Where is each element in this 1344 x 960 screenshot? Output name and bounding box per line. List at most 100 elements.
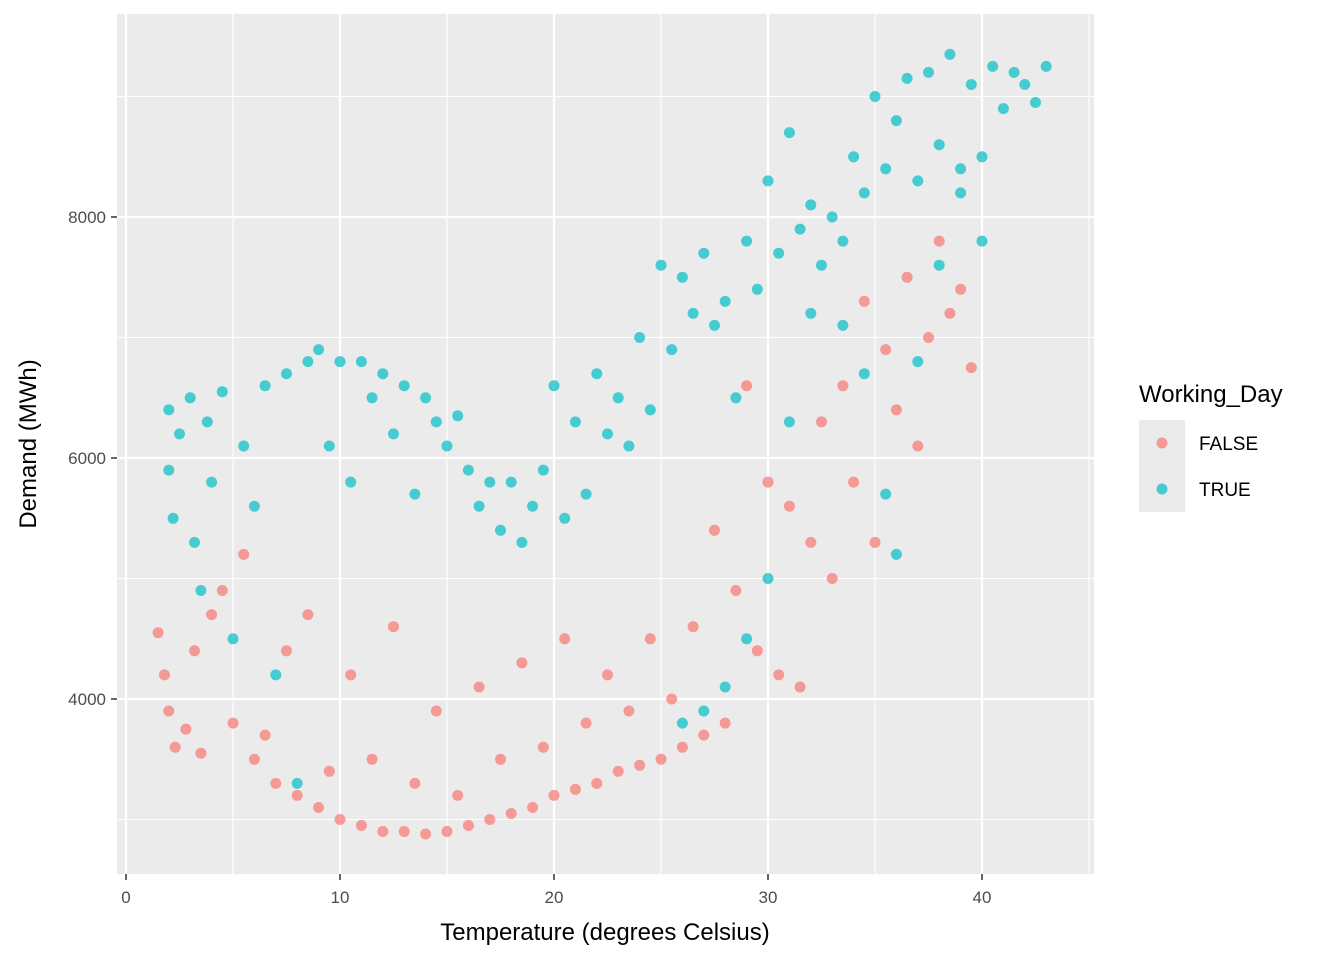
data-point-true bbox=[858, 368, 870, 380]
data-point-false bbox=[676, 741, 688, 753]
x-tick-label: 0 bbox=[121, 888, 130, 907]
data-point-false bbox=[388, 621, 399, 633]
data-point-false bbox=[719, 717, 731, 729]
legend-label-false: FALSE bbox=[1199, 434, 1258, 455]
data-point-true bbox=[527, 500, 539, 512]
data-point-false bbox=[612, 765, 624, 777]
data-point-true bbox=[163, 464, 175, 476]
data-point-true bbox=[858, 187, 870, 199]
data-point-true bbox=[505, 476, 517, 488]
data-point-true bbox=[559, 512, 571, 524]
data-point-true bbox=[816, 259, 827, 271]
data-point-false bbox=[623, 705, 635, 717]
data-point-true bbox=[441, 440, 453, 452]
data-point-false bbox=[569, 783, 581, 795]
data-point-false bbox=[259, 729, 271, 741]
data-point-false bbox=[912, 440, 924, 452]
data-point-true bbox=[167, 512, 179, 524]
plot-panel bbox=[117, 14, 1094, 874]
data-point-false bbox=[159, 669, 170, 681]
data-point-true bbox=[366, 392, 378, 404]
data-point-false bbox=[890, 404, 902, 416]
data-point-true bbox=[548, 380, 560, 392]
data-point-true bbox=[719, 295, 731, 307]
data-point-false bbox=[516, 657, 528, 669]
data-point-true bbox=[473, 500, 485, 512]
data-point-true bbox=[976, 151, 988, 163]
data-point-false bbox=[730, 585, 742, 596]
x-tick-label: 30 bbox=[759, 888, 778, 907]
data-point-true bbox=[591, 368, 603, 380]
data-point-false bbox=[473, 681, 485, 693]
data-point-true bbox=[741, 235, 753, 247]
y-axis: 4000 6000 8000 bbox=[68, 208, 117, 709]
data-point-true bbox=[805, 307, 817, 319]
data-point-true bbox=[1008, 66, 1020, 78]
data-point-false bbox=[152, 627, 164, 639]
data-point-false bbox=[441, 826, 453, 837]
y-axis-title: Demand (MWh) bbox=[15, 359, 42, 528]
data-point-false bbox=[848, 476, 860, 488]
data-point-false bbox=[698, 729, 710, 741]
data-point-true bbox=[783, 416, 795, 428]
data-point-true bbox=[676, 717, 688, 729]
data-point-true bbox=[880, 163, 892, 175]
data-point-false bbox=[334, 814, 346, 825]
data-point-false bbox=[216, 585, 228, 596]
data-point-true bbox=[623, 440, 635, 452]
data-point-true bbox=[355, 356, 367, 368]
data-point-true bbox=[880, 488, 892, 500]
data-point-true bbox=[741, 633, 753, 645]
data-point-true bbox=[580, 488, 592, 500]
data-point-false bbox=[655, 753, 667, 765]
data-point-true bbox=[291, 777, 303, 789]
data-point-true bbox=[826, 211, 838, 223]
data-point-false bbox=[409, 777, 421, 789]
data-point-false bbox=[270, 777, 282, 789]
legend-title: Working_Day bbox=[1139, 381, 1283, 408]
data-point-false bbox=[195, 747, 207, 759]
data-point-false bbox=[377, 826, 389, 837]
data-point-false bbox=[751, 645, 763, 657]
data-point-true bbox=[323, 440, 335, 452]
data-point-false bbox=[602, 669, 613, 681]
y-tick-label: 6000 bbox=[68, 449, 106, 468]
data-point-false bbox=[548, 789, 560, 801]
data-point-false bbox=[837, 380, 849, 392]
data-point-false bbox=[955, 283, 967, 295]
data-point-false bbox=[238, 548, 250, 560]
data-point-true bbox=[516, 536, 528, 548]
data-point-false bbox=[484, 814, 496, 825]
grid-major bbox=[117, 14, 1094, 874]
data-point-false bbox=[537, 741, 549, 753]
x-axis-title: Temperature (degrees Celsius) bbox=[440, 919, 769, 946]
y-tick-label: 8000 bbox=[68, 208, 106, 227]
data-point-false bbox=[495, 753, 506, 765]
data-point-false bbox=[430, 705, 442, 717]
legend-swatch-false bbox=[1156, 437, 1168, 449]
data-point-false bbox=[559, 633, 571, 645]
data-point-true bbox=[195, 585, 207, 596]
data-point-false bbox=[169, 741, 181, 753]
data-point-true bbox=[313, 344, 325, 356]
data-point-false bbox=[189, 645, 200, 657]
data-point-false bbox=[709, 524, 720, 536]
data-point-false bbox=[923, 332, 934, 343]
data-point-true bbox=[259, 380, 271, 392]
data-point-true bbox=[912, 356, 924, 368]
data-point-true bbox=[537, 464, 549, 476]
data-point-false bbox=[580, 717, 592, 729]
data-point-true bbox=[709, 319, 720, 331]
data-point-true bbox=[409, 488, 421, 500]
data-point-true bbox=[698, 705, 710, 717]
legend: Working_Day FALSE TRUE bbox=[1139, 381, 1283, 512]
data-point-true bbox=[890, 115, 902, 127]
data-points bbox=[152, 48, 1052, 840]
data-point-true bbox=[302, 356, 314, 368]
data-point-false bbox=[687, 621, 699, 633]
data-point-true bbox=[1019, 79, 1031, 90]
data-point-true bbox=[869, 91, 881, 102]
data-point-true bbox=[462, 464, 474, 476]
data-point-false bbox=[901, 271, 913, 283]
data-point-true bbox=[1040, 60, 1052, 72]
